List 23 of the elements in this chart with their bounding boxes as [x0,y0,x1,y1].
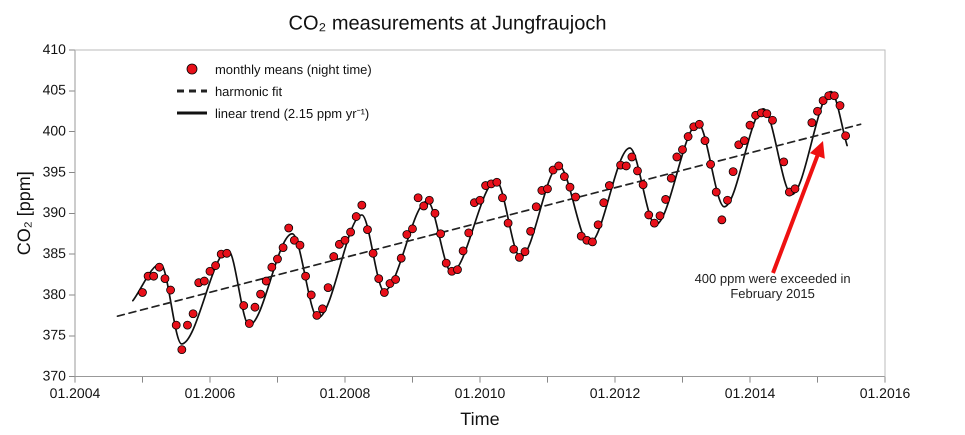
x-tick-label: 01.2006 [184,384,236,401]
x-tick-label: 01.2012 [590,384,640,401]
y-tick-label: 395 [42,163,66,180]
chart-title: CO₂ measurements at Jungfraujoch [288,12,606,35]
x-tick-label: 01.2014 [724,384,776,401]
y-tick-label: 380 [42,286,66,302]
y-tick-label: 390 [42,204,66,220]
y-tick-label: 410 [42,40,66,57]
legend-label: monthly means (night time) [214,62,372,76]
y-axis-title: CO₂ [ppm] [14,171,34,256]
annotation: 400 ppm were exceeded in February 2015 [694,271,852,302]
legend-label: linear trend (2.15 ppm yr⁻¹) [214,105,370,122]
y-tick-label: 400 [42,122,66,139]
x-tick-label: 01.2008 [320,384,370,401]
x-axis-title: Time [460,409,500,430]
x-tick-label: 01.2010 [454,384,506,401]
x-tick-label: 01.2016 [860,384,911,401]
y-tick-label: 385 [42,244,66,261]
x-tick-label: 01.2004 [50,384,100,401]
legend-label: harmonic fit [214,84,282,98]
y-tick-label: 405 [42,82,66,98]
y-tick-label: 375 [42,326,66,343]
y-tick-label: 370 [42,367,66,384]
